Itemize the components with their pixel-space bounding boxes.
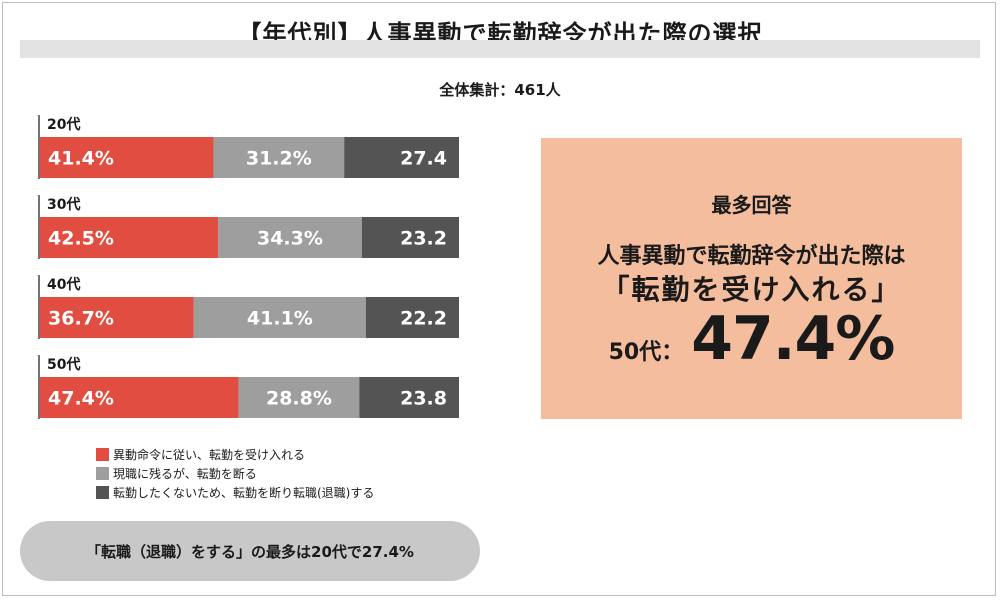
legend-item-quit: 転勤したくないため、転勤を断り転職(退職)する	[96, 483, 374, 502]
data-label-accept-2: 36.7%	[48, 308, 114, 330]
chart-subtitle: 全体集計：461人	[439, 81, 561, 99]
bar-quit-1	[361, 217, 459, 258]
highlight-heading: 最多回答	[711, 193, 792, 217]
legend-swatch-accept	[96, 448, 109, 461]
data-label-quit-2: 22.2	[400, 308, 447, 330]
data-label-accept-0: 41.4%	[48, 148, 114, 170]
highlight-value: 47.4%	[691, 304, 895, 374]
legend-label-stay: 現職に残るが、転勤を断る	[113, 467, 257, 481]
bar-accept-2	[40, 297, 194, 338]
data-label-accept-1: 42.5%	[48, 228, 114, 250]
data-label-quit-1: 23.2	[400, 228, 447, 250]
data-label-quit-0: 27.4	[400, 148, 447, 170]
data-label-stay-0: 31.2%	[246, 148, 312, 170]
bar-stay-1	[218, 217, 362, 258]
footnote-pill: 「転職（退職）をする」の最多は20代で27.4%	[20, 521, 480, 581]
bar-accept-3	[40, 377, 239, 418]
data-label-quit-3: 23.8	[400, 388, 447, 410]
category-label-2: 40代	[47, 276, 80, 293]
data-label-stay-1: 34.3%	[257, 228, 323, 250]
data-label-accept-3: 47.4%	[48, 388, 114, 410]
legend-item-accept: 異動命令に従い、転勤を受け入れる	[96, 445, 374, 464]
legend-label-accept: 異動命令に従い、転勤を受け入れる	[113, 448, 306, 462]
highlight-stat: 50代： 47.4%	[541, 304, 962, 384]
highlight-line2: 「転勤を受け入れる」	[601, 273, 902, 306]
bar-stay-3	[238, 377, 360, 418]
bar-quit-3	[359, 377, 459, 418]
bar-accept-0	[40, 137, 214, 178]
data-label-stay-2: 41.1%	[247, 308, 313, 330]
highlight-age-label: 50代：	[608, 340, 684, 365]
highlight-panel: 最多回答 人事異動で転勤辞令が出た際は 「転勤を受け入れる」 50代： 47.4…	[541, 138, 962, 419]
highlight-line1: 人事異動で転勤辞令が出た際は	[597, 244, 906, 269]
bar-accept-1	[40, 217, 219, 258]
legend: 異動命令に従い、転勤を受け入れる 現職に残るが、転勤を断る 転勤したくないため、…	[96, 445, 374, 502]
bar-quit-0	[344, 137, 459, 178]
category-label-3: 50代	[47, 356, 80, 373]
legend-label-quit: 転勤したくないため、転勤を断り転職(退職)する	[113, 486, 375, 500]
bar-stay-0	[213, 137, 345, 178]
category-label-1: 30代	[47, 196, 80, 213]
category-label-0: 20代	[47, 116, 80, 133]
legend-item-stay: 現職に残るが、転勤を断る	[96, 464, 374, 483]
bar-stay-2	[193, 297, 366, 338]
data-label-stay-3: 28.8%	[266, 388, 332, 410]
title-underline-bar	[20, 40, 980, 58]
legend-swatch-stay	[96, 467, 109, 480]
bar-quit-2	[365, 297, 459, 338]
legend-swatch-quit	[96, 486, 109, 499]
